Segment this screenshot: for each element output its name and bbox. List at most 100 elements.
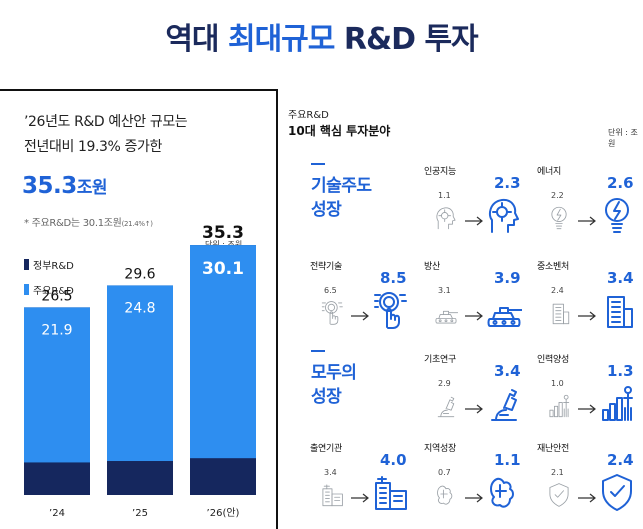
institute-building-previous-icon [322,484,343,507]
field-value: 1.1 [494,451,521,469]
group-label-all: 모두의 성장 [311,361,357,409]
field-label: 출연기관 [310,444,342,454]
total-value: 35.3 [22,173,77,199]
arrow-right-icon [578,404,596,414]
field-label: 인공지능 [424,167,456,177]
field-label: 중소벤처 [537,262,569,272]
field-cell-6: 기초연구 2.9 3.4 [424,352,524,426]
legend-label-gov-rd: 정부R&D [33,261,74,272]
field-value: 3.4 [607,269,634,287]
field-cell-7: 인력양성 1.0 1.3 [537,352,637,426]
microscope-previous-icon [437,396,455,418]
shield-previous-icon [549,483,569,507]
arrow-right-icon [465,311,483,321]
x-tick-label: ’25 [132,508,148,519]
shield-icon [602,474,632,511]
lightbulb-icon [605,198,629,233]
group-tech-line-1: 기술주도 [311,176,372,196]
building-previous-icon [552,303,570,325]
microscope-icon [491,389,517,421]
legend-label-major-rd: 주요R&D [33,286,74,297]
field-value: 3.4 [494,362,521,380]
page-title: 역대 최대규모 R&D 투자 [0,14,643,58]
building-icon [607,296,633,328]
tank-icon [487,307,522,327]
field-label: 전략기술 [310,262,342,272]
group-label-tech: 기술주도 성장 [311,174,372,222]
note-small: (21.4%↑) [121,220,153,228]
field-previous-value: 2.1 [551,468,564,477]
x-tick-label: ’26(안) [207,507,240,519]
title-pre: 역대 [165,22,219,57]
region-map-previous-icon [437,485,453,505]
legend-swatch-major-rd [24,284,29,295]
right-title: 10대 핵심 투자분야 [288,124,391,138]
group-dash-all [311,350,325,352]
field-previous-value: 2.9 [438,379,451,388]
field-cell-8: 출연기관 3.4 4.0 [310,441,410,515]
field-previous-value: 6.5 [324,286,337,295]
field-cell-3: 전략기술 6.5 8.5 [310,259,410,333]
field-cell-2: 에너지 2.2 2.6 [537,164,637,238]
title-post: R&D 투자 [343,22,479,57]
field-label: 지역성장 [424,444,456,454]
field-cell-9: 지역성장 0.7 1.1 [424,441,524,515]
field-label: 재난안전 [537,444,569,454]
arrow-right-icon [578,311,596,321]
field-label: 인력양성 [537,355,569,365]
bar-total-label: 29.6 [124,266,155,282]
legend-swatch-gov-rd [24,259,29,270]
bar-major-rd [24,307,90,463]
total-budget: 35.3조원 [22,173,108,199]
field-previous-value: 1.0 [551,379,564,388]
right-unit-label: 단위 : 조원 [608,128,638,148]
group-tech-line-2: 성장 [311,200,342,220]
legend-item-major-rd: 주요R&D [24,282,74,297]
bar-total-label: 35.3 [202,223,244,243]
field-previous-value: 3.1 [438,286,451,295]
field-value: 2.4 [607,451,634,469]
field-previous-value: 2.4 [551,286,564,295]
field-value: 8.5 [380,269,407,287]
left-top-divider [0,89,276,91]
field-value: 3.9 [494,269,521,287]
people-bars-icon [602,386,633,421]
bar-total-label: 26.5 [41,288,72,304]
total-unit: 조원 [76,178,108,198]
x-tick-label: ’24 [49,508,65,519]
field-value: 2.6 [607,174,634,192]
field-cell-1: 인공지능 1.1 2.3 [424,164,524,238]
institute-building-icon [375,476,407,510]
people-bars-previous-icon [549,394,570,418]
field-value: 1.3 [607,362,634,380]
field-value: 2.3 [494,174,521,192]
bar-major-label: 24.8 [124,300,155,316]
field-label: 에너지 [537,167,561,177]
arrow-right-icon [465,404,483,414]
bar-major-label: 21.9 [41,322,72,338]
group-all-line-1: 모두의 [311,363,357,383]
tank-previous-icon [435,310,458,324]
left-headline: ’26년도 R&D 예산안 규모는 전년대비 19.3% 증가한 [24,110,188,160]
ai-head-previous-icon [436,207,456,230]
chart-unit-label: 단위 : 조원 [205,240,243,249]
field-previous-value: 0.7 [438,468,451,477]
right-subtitle: 주요R&D [288,110,329,121]
arrow-right-icon [578,216,596,226]
arrow-right-icon [351,311,369,321]
field-label: 방산 [424,262,440,272]
field-cell-5: 중소벤처 2.4 3.4 [537,259,637,333]
field-cell-4: 방산 3.1 3.9 [424,259,524,333]
title-highlight: 최대규모 [227,22,335,57]
group-all-line-2: 성장 [311,387,342,407]
arrow-right-icon [578,493,596,503]
headline-line-2: 전년대비 19.3% 증가한 [24,139,162,155]
touch-tech-icon [374,292,407,329]
ai-head-icon [488,198,519,233]
region-map-icon [490,477,514,508]
field-previous-value: 1.1 [438,191,451,200]
headline-line-1: ’26년도 R&D 예산안 규모는 [24,114,188,130]
field-label: 기초연구 [424,355,456,365]
arrow-right-icon [351,493,369,503]
field-value: 4.0 [380,451,407,469]
